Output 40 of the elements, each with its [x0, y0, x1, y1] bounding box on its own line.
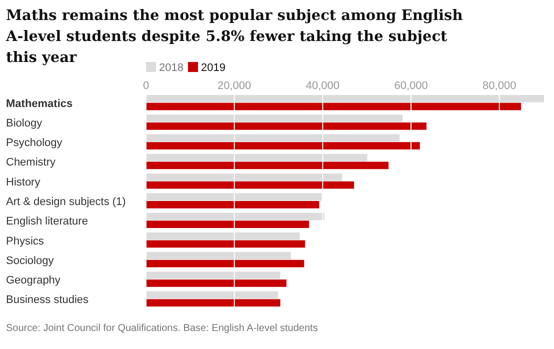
bar — [146, 114, 403, 122]
bar — [146, 94, 544, 102]
y-tick-label: Mathematics — [6, 98, 73, 110]
bar — [146, 272, 280, 280]
bar — [146, 280, 286, 287]
bar — [146, 220, 309, 228]
bar — [146, 122, 426, 130]
bar — [146, 232, 300, 240]
bar — [146, 102, 522, 110]
y-tick-label: Biology — [6, 117, 43, 130]
bar — [146, 162, 389, 170]
bar — [146, 291, 278, 299]
y-tick-label: Physics — [6, 235, 44, 248]
x-tick-label: 20,000 — [218, 80, 252, 92]
y-tick-label: Geography — [6, 274, 61, 287]
source-note: Source: Joint Council for Qualifications. Base: English A-level students — [6, 323, 318, 334]
bar — [146, 201, 320, 208]
x-tick-label: 60,000 — [394, 80, 428, 92]
y-tick-label: Chemistry — [6, 156, 56, 169]
bar — [146, 299, 280, 307]
bar — [146, 193, 322, 200]
bar — [146, 212, 324, 220]
bar — [146, 252, 291, 260]
x-tick-label: 40,000 — [306, 80, 340, 92]
legend-label: 2018 — [159, 62, 184, 74]
y-tick-label: Business studies — [6, 294, 90, 306]
bar — [146, 142, 420, 150]
y-tick-label: Art & design subjects (1) — [6, 196, 126, 208]
y-tick-label: History — [6, 176, 41, 188]
y-tick-label: English literature — [6, 216, 88, 228]
bar — [146, 260, 304, 268]
x-tick-label: 0 — [142, 80, 150, 92]
bar — [146, 154, 368, 162]
y-tick-label: Sociology — [6, 254, 54, 267]
bar — [146, 240, 306, 248]
bar — [146, 181, 354, 189]
y-tick-label: Psychology — [6, 137, 63, 150]
x-tick-label: 80,000 — [482, 80, 516, 92]
bar — [146, 134, 400, 142]
bar — [146, 174, 342, 181]
